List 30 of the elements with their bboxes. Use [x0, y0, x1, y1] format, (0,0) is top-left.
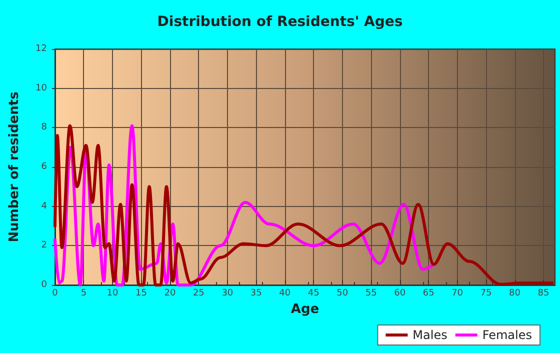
- y-tick-label: 2: [41, 240, 47, 251]
- y-tick-label: 6: [41, 162, 48, 172]
- x-tick-label: 60: [394, 288, 406, 298]
- legend-label: Males: [412, 328, 448, 342]
- x-tick-label: 35: [250, 288, 262, 298]
- x-tick-label: 45: [308, 288, 320, 298]
- y-tick-label: 12: [36, 44, 47, 54]
- y-tick-label: 10: [36, 83, 48, 94]
- x-tick-label: 75: [480, 288, 492, 298]
- x-tick-label: 50: [336, 288, 348, 298]
- legend-label: Females: [482, 328, 532, 342]
- x-tick-label: 10: [106, 288, 118, 298]
- x-tick-label: 85: [538, 288, 550, 298]
- x-tick-label: 40: [279, 288, 291, 298]
- x-tick-label: 65: [422, 288, 434, 298]
- y-tick-label: 4: [41, 201, 48, 212]
- y-tick-label: 8: [41, 122, 48, 133]
- y-axis-title: Number of residents: [7, 91, 22, 242]
- x-tick-label: 25: [192, 288, 204, 298]
- y-tick-label: 0: [41, 280, 48, 290]
- x-tick-label: 70: [452, 288, 464, 298]
- x-tick-label: 55: [365, 288, 377, 298]
- x-tick-label: 5: [80, 288, 87, 298]
- x-tick-label: 80: [509, 288, 521, 298]
- chart-title: Distribution of Residents' Ages: [157, 14, 403, 30]
- x-tick-label: 30: [222, 288, 234, 298]
- x-axis-title: Age: [290, 302, 320, 317]
- x-tick-label: 0: [52, 288, 58, 298]
- x-tick-label: 15: [135, 288, 147, 298]
- x-tick-label: 20: [164, 288, 176, 298]
